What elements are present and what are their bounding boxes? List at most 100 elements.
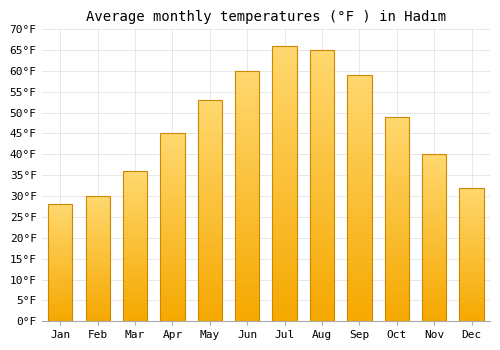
- Bar: [460, 282, 483, 284]
- Bar: [123, 182, 147, 183]
- Bar: [422, 278, 446, 280]
- Bar: [272, 153, 297, 156]
- Bar: [198, 235, 222, 237]
- Bar: [460, 288, 483, 289]
- Bar: [422, 203, 446, 204]
- Bar: [272, 211, 297, 214]
- Bar: [86, 301, 110, 302]
- Bar: [235, 254, 260, 256]
- Bar: [235, 191, 260, 194]
- Bar: [310, 243, 334, 245]
- Bar: [348, 215, 372, 218]
- Bar: [160, 301, 184, 302]
- Bar: [384, 309, 409, 311]
- Bar: [123, 306, 147, 308]
- Bar: [235, 274, 260, 276]
- Bar: [384, 158, 409, 160]
- Bar: [460, 295, 483, 296]
- Bar: [348, 302, 372, 304]
- Bar: [86, 295, 110, 296]
- Bar: [310, 110, 334, 112]
- Bar: [348, 220, 372, 223]
- Bar: [272, 183, 297, 186]
- Bar: [348, 245, 372, 247]
- Bar: [272, 71, 297, 73]
- Bar: [460, 297, 483, 299]
- Bar: [272, 164, 297, 167]
- Bar: [272, 258, 297, 261]
- Bar: [235, 91, 260, 93]
- Bar: [310, 308, 334, 310]
- Bar: [48, 259, 72, 260]
- Bar: [422, 270, 446, 271]
- Bar: [86, 282, 110, 284]
- Bar: [48, 263, 72, 264]
- Bar: [160, 228, 184, 229]
- Bar: [460, 192, 483, 193]
- Bar: [384, 172, 409, 174]
- Bar: [310, 278, 334, 281]
- Bar: [348, 265, 372, 267]
- Bar: [422, 271, 446, 273]
- Bar: [198, 162, 222, 164]
- Bar: [86, 272, 110, 274]
- Bar: [272, 123, 297, 126]
- Bar: [310, 83, 334, 85]
- Bar: [422, 291, 446, 293]
- Bar: [198, 255, 222, 257]
- Bar: [235, 251, 260, 254]
- Bar: [235, 128, 260, 131]
- Bar: [310, 169, 334, 172]
- Bar: [310, 80, 334, 83]
- Bar: [48, 236, 72, 237]
- Bar: [460, 261, 483, 262]
- Bar: [272, 57, 297, 60]
- Bar: [460, 216, 483, 217]
- Bar: [235, 206, 260, 209]
- Bar: [272, 189, 297, 192]
- Bar: [123, 236, 147, 237]
- Bar: [160, 246, 184, 248]
- Bar: [235, 279, 260, 281]
- Bar: [310, 112, 334, 115]
- Bar: [272, 272, 297, 274]
- Bar: [48, 223, 72, 224]
- Bar: [198, 169, 222, 171]
- Bar: [460, 262, 483, 264]
- Bar: [460, 212, 483, 213]
- Bar: [48, 215, 72, 216]
- Bar: [48, 249, 72, 250]
- Bar: [123, 296, 147, 297]
- Bar: [310, 245, 334, 248]
- Bar: [160, 297, 184, 299]
- Bar: [348, 100, 372, 102]
- Bar: [348, 205, 372, 208]
- Bar: [384, 282, 409, 285]
- Bar: [422, 204, 446, 206]
- Bar: [235, 71, 260, 73]
- Bar: [348, 272, 372, 274]
- Bar: [272, 178, 297, 181]
- Bar: [460, 201, 483, 202]
- Bar: [422, 273, 446, 274]
- Bar: [272, 255, 297, 258]
- Bar: [460, 202, 483, 204]
- Bar: [235, 168, 260, 171]
- Bar: [160, 145, 184, 147]
- Bar: [123, 299, 147, 300]
- Bar: [310, 69, 334, 72]
- Bar: [460, 280, 483, 281]
- Bar: [348, 289, 372, 292]
- Bar: [460, 307, 483, 308]
- Bar: [348, 75, 372, 77]
- Bar: [48, 265, 72, 266]
- Bar: [460, 269, 483, 271]
- Bar: [198, 147, 222, 149]
- Bar: [86, 204, 110, 205]
- Bar: [310, 153, 334, 156]
- Bar: [384, 135, 409, 137]
- Bar: [460, 208, 483, 209]
- Bar: [384, 119, 409, 121]
- Bar: [384, 241, 409, 244]
- Bar: [160, 237, 184, 239]
